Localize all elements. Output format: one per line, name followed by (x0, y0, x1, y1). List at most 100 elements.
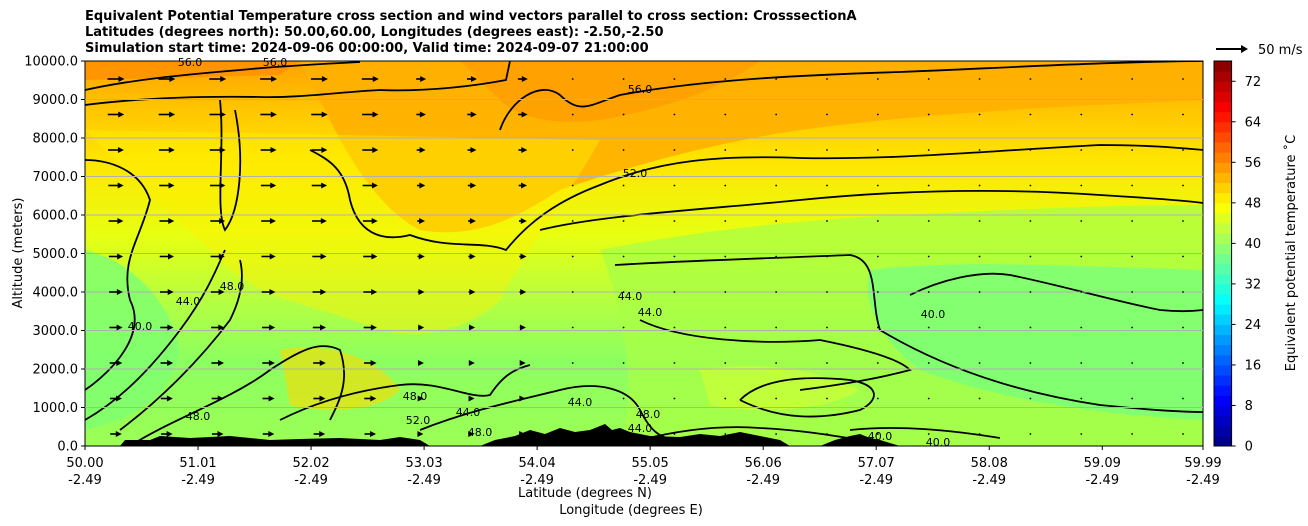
contour-label: 56.0 (178, 56, 203, 69)
colorbar-tick-label: 8 (1245, 399, 1253, 414)
wind-vector (826, 149, 828, 151)
x-tick-lat-label: 59.09 (1084, 456, 1121, 471)
wind-vector (571, 78, 574, 80)
wind-vector-head (270, 182, 277, 189)
x-tick-lat-label: 52.02 (292, 456, 329, 471)
wind-vector (622, 255, 625, 258)
wind-vector (673, 184, 676, 187)
wind-vector (876, 78, 879, 80)
wind-vector-head (468, 431, 475, 437)
wind-vector-head (168, 147, 175, 153)
wind-vector (622, 149, 625, 151)
wind-vector (673, 433, 676, 435)
wind-vector (876, 113, 879, 116)
gridlines (85, 99, 1203, 408)
wind-vector-head (419, 147, 426, 153)
wind-vector-head (117, 147, 124, 153)
x-tick-lon-label: -2.49 (520, 473, 554, 488)
wind-vector-head (118, 111, 125, 118)
colorbar-segment (1214, 385, 1232, 396)
wind-vector-head (469, 218, 476, 224)
wind-vector-head (271, 76, 278, 82)
wind-vector-head (321, 111, 328, 118)
quiver-key-label: 50 m/s (1258, 43, 1303, 58)
wind-vector (1182, 362, 1184, 364)
wind-vector (1182, 113, 1184, 116)
wind-vector-head (468, 395, 475, 402)
wind-vector (673, 255, 676, 258)
wind-vector (826, 220, 828, 222)
wind-vector (927, 433, 930, 435)
colorbar-segment (1214, 344, 1232, 356)
wind-vector-head (419, 218, 426, 224)
wind-vector (571, 291, 574, 293)
wind-vector-head (420, 76, 427, 82)
wind-vector-head (220, 76, 227, 82)
colorbar-segment (1214, 354, 1232, 366)
x-tick-lon-label: -2.49 (181, 473, 215, 488)
wind-vector (876, 326, 879, 329)
contour-label: 44.0 (618, 290, 643, 303)
wind-vector (1080, 291, 1083, 293)
wind-vector (724, 362, 727, 364)
colorbar-tick-label: 72 (1245, 75, 1262, 90)
wind-vector-head (169, 76, 176, 82)
wind-vector (1029, 255, 1032, 258)
colorbar-segment (1214, 172, 1232, 184)
wind-vector (1080, 113, 1083, 116)
wind-vector (826, 184, 828, 187)
y-tick-label: 3000.0 (33, 324, 79, 339)
wind-vector (673, 397, 676, 400)
contour-label: 44.0 (456, 406, 481, 419)
y-tick-label: 2000.0 (33, 363, 79, 378)
wind-vector (876, 255, 879, 258)
contour-label: 56.0 (263, 56, 288, 69)
wind-vector (826, 397, 828, 400)
wind-vector (1029, 184, 1032, 187)
wind-vector (571, 220, 574, 222)
quiver-key: 50 m/s (1216, 43, 1303, 58)
wind-vector (622, 220, 625, 222)
wind-vector-head (268, 431, 275, 437)
wind-vector (775, 362, 778, 364)
wind-vector-head (319, 395, 326, 402)
contour-label: 44.0 (568, 396, 593, 409)
wind-vector-head (319, 431, 326, 437)
colorbar-segment (1214, 364, 1232, 376)
wind-vector (826, 291, 828, 293)
wind-vector (622, 184, 625, 187)
wind-vector-head (269, 289, 276, 295)
wind-vector (1029, 326, 1032, 329)
wind-vector-head (321, 147, 328, 153)
wind-vector (978, 326, 981, 329)
colorbar-label: Equivalent potential temperature ˚C (1283, 135, 1299, 371)
colorbar-segment (1214, 71, 1232, 82)
x-tick-lon-label: -2.49 (972, 473, 1006, 488)
wind-vector (571, 184, 574, 187)
wind-vector-head (471, 76, 477, 82)
x-tick-lon-label: -2.49 (1186, 473, 1220, 488)
wind-vector-head (167, 253, 174, 260)
wind-vector-head (219, 111, 226, 118)
wind-vector-head (167, 360, 174, 366)
wind-vector (927, 78, 930, 80)
wind-vector-head (521, 147, 528, 153)
wind-vector-head (167, 289, 174, 295)
colorbar-segment (1214, 375, 1232, 386)
wind-vector-head (218, 324, 225, 331)
contour-label: 44.0 (628, 422, 653, 435)
wind-vector-head (217, 395, 224, 402)
wind-vector-head (321, 182, 328, 189)
wind-vector-head (521, 182, 528, 189)
title-line-1: Equivalent Potential Temperature cross s… (85, 9, 857, 24)
wind-vector (622, 78, 625, 80)
wind-vector (1131, 149, 1134, 151)
colorbar-segment (1214, 253, 1232, 265)
wind-vector (876, 397, 879, 400)
wind-vector (927, 291, 930, 293)
wind-vector (1080, 220, 1083, 222)
colorbar-segment (1214, 283, 1232, 295)
wind-vector (1131, 326, 1134, 329)
wind-vector (724, 149, 727, 151)
